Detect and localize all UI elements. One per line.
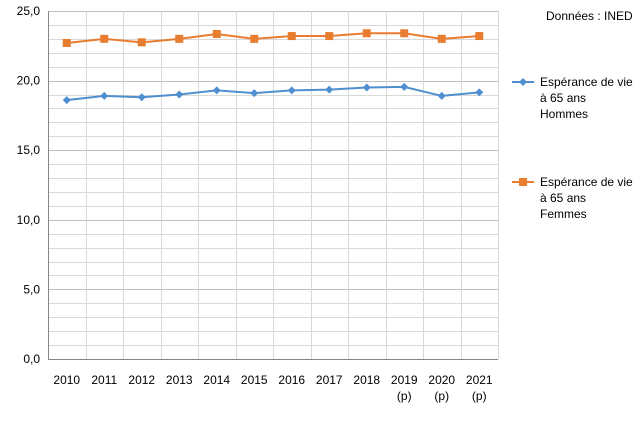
x-tick-label: 2017 [316, 373, 343, 387]
x-tick-label: 2019 [391, 373, 418, 387]
data-point-marker [325, 85, 334, 94]
y-tick-label: 15,0 [17, 143, 41, 157]
data-point-marker [287, 32, 296, 41]
data-point-marker [100, 91, 109, 100]
legend-label: Espérance de vie [540, 75, 633, 89]
data-point-marker [437, 91, 446, 100]
data-point-marker [137, 38, 146, 47]
data-point-marker [437, 34, 446, 43]
x-tick-label: 2014 [203, 373, 230, 387]
y-tick-label: 25,0 [17, 4, 41, 18]
data-point-marker [212, 86, 221, 95]
data-point-marker [475, 88, 484, 97]
data-point-marker [137, 93, 146, 102]
y-tick-label: 0,0 [23, 352, 40, 366]
series-line [66, 32, 480, 45]
y-tick-label: 10,0 [17, 213, 41, 227]
data-point-marker [175, 34, 184, 43]
x-tick-label: (p) [472, 389, 487, 403]
x-tick-label: 2013 [166, 373, 193, 387]
data-point-marker [362, 83, 371, 92]
data-point-marker [400, 29, 409, 38]
source-note: Données : INED [546, 9, 633, 23]
x-tick-label: 2012 [128, 373, 155, 387]
data-point-marker [62, 39, 71, 48]
x-tick-label: 2016 [278, 373, 305, 387]
legend-label: Espérance de vie [540, 175, 633, 189]
data-point-marker [475, 32, 484, 41]
data-point-marker [175, 90, 184, 99]
data-point-marker [287, 86, 296, 95]
data-point-marker [100, 34, 109, 43]
x-tick-label: (p) [434, 389, 449, 403]
y-tick-label: 5,0 [23, 282, 40, 296]
data-point-marker [250, 89, 259, 98]
series-line [66, 85, 480, 102]
y-tick-label: 20,0 [17, 74, 41, 88]
data-point-marker [325, 32, 334, 41]
data-point-marker [212, 29, 221, 38]
legend-label: à 65 ans [540, 91, 586, 105]
x-tick-label: 2020 [428, 373, 455, 387]
data-point-marker [250, 34, 259, 43]
legend-marker [519, 178, 527, 186]
data-point-marker [362, 29, 371, 38]
x-tick-label: 2021 [466, 373, 493, 387]
legend-label: à 65 ans [540, 191, 586, 205]
x-tick-label: 2011 [91, 373, 117, 387]
legend-marker [519, 78, 527, 86]
legend-label: Hommes [540, 107, 588, 121]
x-tick-label: 2015 [241, 373, 268, 387]
x-tick-label: 2018 [353, 373, 380, 387]
legend-label: Femmes [540, 207, 587, 221]
data-point-marker [62, 96, 71, 105]
x-tick-label: (p) [397, 389, 412, 403]
x-tick-label: 2010 [53, 373, 80, 387]
data-point-marker [400, 82, 409, 91]
